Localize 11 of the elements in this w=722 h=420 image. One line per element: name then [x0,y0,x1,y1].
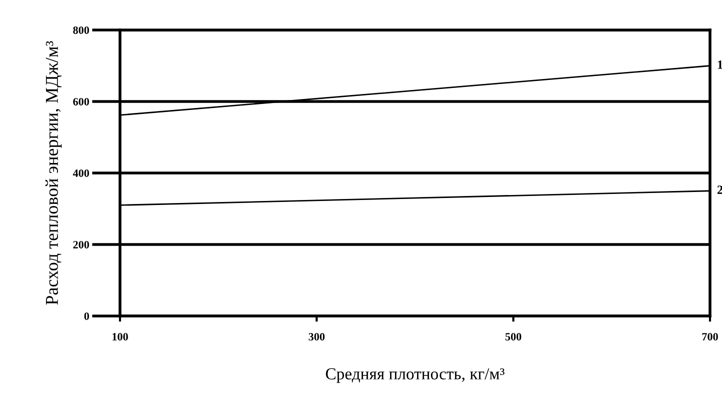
y-tick-label: 400 [72,169,90,177]
y-tick-label: 600 [73,98,90,106]
y-tick-label: 200 [73,240,90,248]
y-axis-title: Расход тепловой энергии, МДж/м³ [45,41,62,305]
x-tick-label: 700 [702,332,718,340]
x-tick-label: 100 [112,332,128,340]
x-tick-label: 300 [308,332,325,340]
y-tick-label: 0 [84,312,90,320]
x-tick-label: 500 [505,332,522,340]
x-axis-title: Средняя плотность, кг/м³ [326,368,504,383]
y-tick-label: 800 [73,26,90,34]
